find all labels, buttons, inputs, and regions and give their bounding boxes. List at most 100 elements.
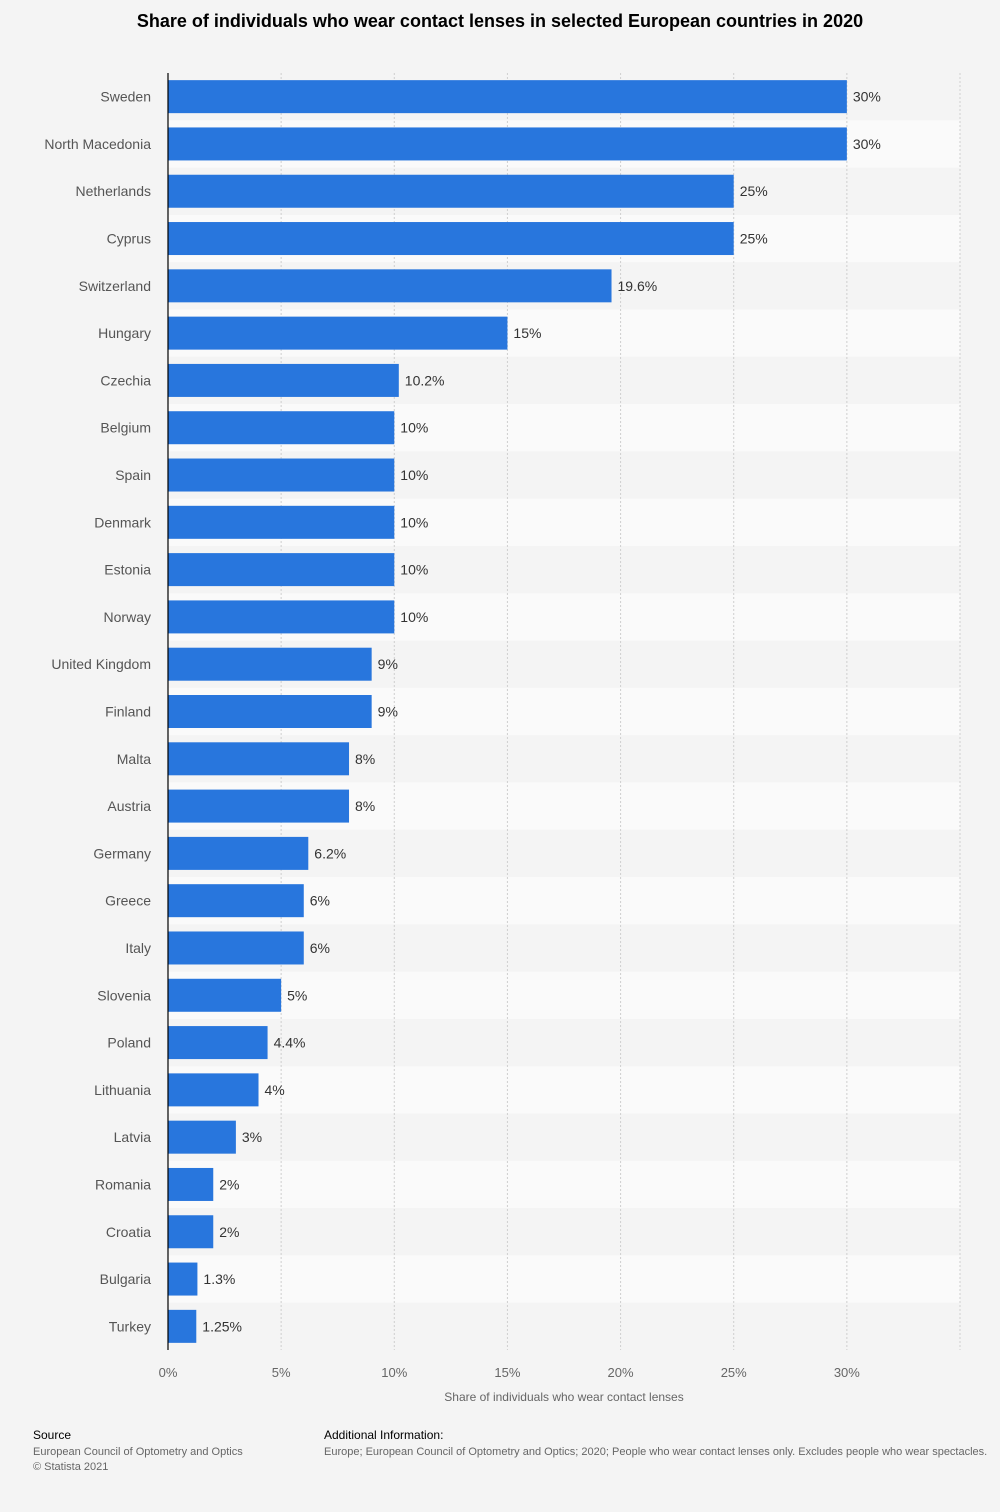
category-label: Lithuania: [94, 1082, 151, 1098]
category-label: Austria: [107, 798, 151, 814]
bar-latvia: [168, 1120, 236, 1154]
bar-romania: [168, 1167, 214, 1201]
bar-switzerland: [168, 269, 612, 303]
data-label: 5%: [287, 987, 307, 1003]
bar-hungary: [168, 316, 508, 350]
bar-bulgaria: [168, 1262, 198, 1296]
data-label: 2%: [219, 1176, 239, 1192]
x-axis-label: Share of individuals who wear contact le…: [444, 1390, 684, 1404]
bar-germany: [168, 836, 309, 870]
bar-north-macedonia: [168, 127, 847, 161]
row-band: [168, 971, 960, 1019]
data-label: 6%: [310, 940, 330, 956]
category-label: Czechia: [100, 372, 151, 388]
data-label: 15%: [513, 325, 541, 341]
data-label: 30%: [853, 136, 881, 152]
x-tick-label: 10%: [381, 1365, 407, 1380]
data-label: 30%: [853, 89, 881, 105]
category-label: Belgium: [100, 420, 151, 436]
bar-cyprus: [168, 222, 734, 256]
additional-info-text: Europe; European Council of Optometry an…: [324, 1446, 988, 1458]
bar-estonia: [168, 553, 395, 587]
bar-poland: [168, 1026, 268, 1060]
category-label: Norway: [104, 609, 151, 625]
data-label: 6.2%: [314, 845, 346, 861]
bar-denmark: [168, 505, 395, 539]
category-label: Bulgaria: [100, 1271, 152, 1287]
row-band: [168, 1255, 960, 1303]
bar-croatia: [168, 1215, 214, 1249]
row-band: [168, 1066, 960, 1114]
category-label: Poland: [107, 1035, 151, 1051]
data-label: 19.6%: [618, 278, 658, 294]
data-label: 8%: [355, 751, 375, 767]
data-label: 10%: [400, 514, 428, 530]
category-label: Sweden: [100, 89, 151, 105]
data-label: 25%: [740, 183, 768, 199]
source-line[interactable]: European Council of Optometry and Optics: [33, 1446, 243, 1458]
source-text: European Council of Optometry and Optics…: [33, 1445, 243, 1475]
x-tick-label: 20%: [608, 1365, 634, 1380]
bar-spain: [168, 458, 395, 492]
data-label: 10.2%: [405, 372, 445, 388]
category-label: United Kingdom: [51, 656, 151, 672]
category-label: Netherlands: [76, 183, 152, 199]
data-label: 8%: [355, 798, 375, 814]
copyright: © Statista 2021: [33, 1461, 109, 1473]
bar-lithuania: [168, 1073, 259, 1107]
category-label: Germany: [93, 845, 151, 861]
category-label: Estonia: [104, 562, 151, 578]
data-label: 2%: [219, 1224, 239, 1240]
category-label: Greece: [105, 893, 151, 909]
data-label: 10%: [400, 420, 428, 436]
x-tick-label: 30%: [834, 1365, 860, 1380]
data-label: 6%: [310, 893, 330, 909]
bar-norway: [168, 600, 395, 634]
category-label: Switzerland: [79, 278, 151, 294]
bar-chart: Sweden 30% North Macedonia 30% Netherlands 25…: [44, 73, 961, 1380]
category-label: Cyprus: [107, 231, 151, 247]
category-label: Finland: [105, 704, 151, 720]
data-label: 10%: [400, 609, 428, 625]
data-label: 1.3%: [203, 1271, 235, 1287]
bar-belgium: [168, 411, 395, 445]
category-label: Latvia: [114, 1129, 152, 1145]
additional-info-heading: Additional Information:: [324, 1428, 444, 1442]
bar-malta: [168, 742, 350, 776]
bar-netherlands: [168, 174, 734, 208]
bar-finland: [168, 695, 372, 728]
category-label: Slovenia: [97, 987, 151, 1003]
source-heading: Source: [33, 1428, 72, 1442]
data-label: 25%: [740, 231, 768, 247]
category-label: Hungary: [98, 325, 151, 341]
data-label: 9%: [378, 704, 398, 720]
bar-united-kingdom: [168, 647, 372, 681]
bar-turkey: [168, 1309, 197, 1343]
bar-italy: [168, 931, 304, 965]
data-label: 10%: [400, 467, 428, 483]
bar-czechia: [168, 363, 399, 397]
bar-greece: [168, 884, 304, 918]
data-label: 4%: [265, 1082, 285, 1098]
category-label: Spain: [115, 467, 151, 483]
chart-title: Share of individuals who wear contact le…: [136, 11, 864, 31]
row-band: [168, 1160, 960, 1209]
data-label: 4.4%: [274, 1035, 306, 1051]
bar-austria: [168, 789, 350, 823]
x-tick-label: 25%: [721, 1365, 747, 1380]
bar-slovenia: [168, 978, 282, 1012]
bar-sweden: [168, 80, 847, 114]
category-label: Romania: [95, 1176, 151, 1192]
category-label: North Macedonia: [44, 136, 151, 152]
category-label: Turkey: [109, 1318, 151, 1334]
category-label: Malta: [117, 751, 151, 767]
category-label: Croatia: [106, 1224, 151, 1240]
x-tick-label: 5%: [272, 1365, 291, 1380]
data-label: 9%: [378, 656, 398, 672]
category-label: Denmark: [94, 514, 152, 530]
data-label: 10%: [400, 562, 428, 578]
x-tick-label: 15%: [494, 1365, 520, 1380]
data-label: 1.25%: [202, 1318, 242, 1334]
data-label: 3%: [242, 1129, 262, 1145]
